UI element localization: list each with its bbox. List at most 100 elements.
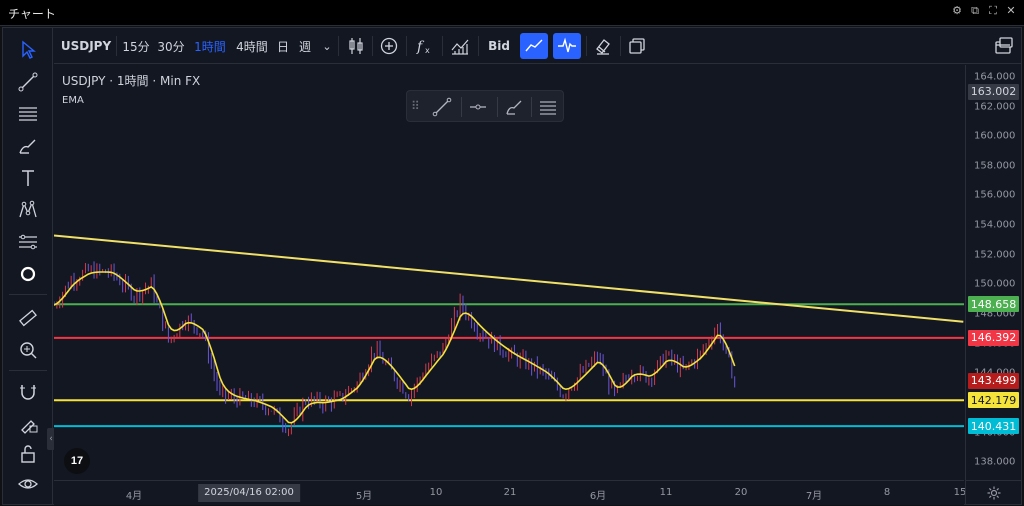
trendline[interactable] <box>54 234 964 323</box>
interval-day[interactable]: 日 <box>276 39 289 54</box>
prediction-tool-icon[interactable] <box>12 228 44 256</box>
chart-legend: USDJPY · 1時間 · Min FX <box>62 74 201 88</box>
candles-icon[interactable] <box>342 33 370 59</box>
interval-15m[interactable]: 15分 <box>122 39 150 54</box>
price-tick-label: 148.000 <box>974 308 1016 320</box>
toolbar-divider <box>116 36 117 56</box>
price-tick-label: 154.000 <box>974 219 1016 231</box>
zoom-icon[interactable] <box>12 336 44 364</box>
price-tick-label: 150.000 <box>974 278 1016 290</box>
line-tool-active-icon[interactable] <box>520 33 548 59</box>
svg-text:f: f <box>416 39 425 55</box>
interval-1h[interactable]: 1時間 <box>194 39 226 54</box>
price-tick-label: 162.000 <box>974 101 1016 112</box>
trendline-tool-icon[interactable] <box>12 68 44 96</box>
floating-drawing-toolbar: ⠿ <box>406 90 564 122</box>
toolbar-divider <box>372 36 373 56</box>
brush-icon[interactable] <box>501 94 527 120</box>
time-tick-label: 20 <box>734 487 748 498</box>
chart-area[interactable]: USDJPY · 1時間 · Min FX EMA ⠿ 17 <box>54 65 964 480</box>
price-tick-label: 160.000 <box>974 130 1016 142</box>
toolbar-divider <box>461 97 462 117</box>
magnet-icon[interactable] <box>12 378 44 406</box>
trendline-icon[interactable] <box>429 94 455 120</box>
time-tick-label: 5月 <box>355 491 373 502</box>
toolbar-divider <box>620 36 621 56</box>
gear-icon[interactable] <box>987 486 1001 500</box>
price-tick-label: 152.000 <box>974 249 1016 261</box>
interval-30m[interactable]: 30分 <box>157 39 185 54</box>
bid-ask-toggle[interactable]: Bid <box>488 39 510 53</box>
toolbar-divider <box>9 294 47 295</box>
toolbar-divider <box>9 370 47 371</box>
drag-handle-icon[interactable]: ⠿ <box>411 99 420 113</box>
ruler-tool-icon[interactable] <box>12 304 44 332</box>
lock-drawing-icon[interactable] <box>12 410 44 438</box>
pulse-tool-active-icon[interactable] <box>553 33 581 59</box>
svg-text:x: x <box>425 46 430 55</box>
price-axis[interactable]: 164.000 162.000 160.000 158.000 156.000 154.0… <box>965 65 1021 480</box>
text-tool-icon[interactable] <box>12 164 44 192</box>
collapse-toolbar-handle[interactable]: ‹ <box>47 428 55 450</box>
fib-retracement-icon[interactable] <box>535 94 561 120</box>
toolbar-divider <box>586 36 587 56</box>
symbol-search[interactable]: USDJPY <box>60 39 112 53</box>
price-tick-label: 156.000 <box>974 189 1016 201</box>
ema-line <box>54 271 736 424</box>
time-axis[interactable]: 15 8 7月 20 11 6月 21 10 5月 4月 2025/04/16 02:00 <box>54 480 967 505</box>
level-price-badge-yellow: 142.179 <box>968 392 1019 409</box>
time-tick-label: 8 <box>883 487 891 498</box>
popout-icon[interactable]: ⧉ <box>971 4 979 17</box>
copy-icon[interactable] <box>623 33 651 59</box>
time-tick-label: 21 <box>503 487 517 498</box>
templates-icon[interactable] <box>446 33 474 59</box>
interval-week[interactable]: 週 <box>298 39 311 54</box>
tradingview-logo[interactable]: 17 <box>64 448 90 474</box>
layout-icon[interactable] <box>990 32 1018 60</box>
time-tick-label: 11 <box>659 487 673 498</box>
fib-tool-icon[interactable] <box>12 100 44 128</box>
time-tick-label: 15 <box>953 487 967 498</box>
crosshair-price-label: 163.002 <box>968 83 1019 100</box>
chevron-down-icon[interactable]: ⌄ <box>322 39 332 53</box>
window-controls: ⚙ ⧉ ⛶ ✕ <box>950 4 1018 18</box>
level-price-badge-cyan: 140.431 <box>968 418 1019 435</box>
window-title: チャート <box>8 7 56 21</box>
maximize-icon[interactable]: ⛶ <box>989 4 997 17</box>
toolbar-divider <box>442 36 443 56</box>
toolbar-divider <box>478 36 479 56</box>
eraser-icon[interactable] <box>589 33 617 59</box>
interval-4h[interactable]: 4時間 <box>236 39 268 54</box>
settings-icon[interactable]: ⚙ <box>952 4 962 17</box>
price-tick-label: 138.000 <box>974 456 1016 468</box>
compare-add-icon[interactable] <box>375 33 403 59</box>
last-price-badge: 143.499 <box>968 372 1019 389</box>
axis-settings[interactable] <box>965 480 1021 505</box>
toolbar-divider <box>531 97 532 117</box>
circle-tool-icon[interactable] <box>12 260 44 288</box>
crosshair-time-label: 2025/04/16 02:00 <box>198 484 300 502</box>
time-tick-label: 7月 <box>805 491 823 502</box>
time-tick-label: 10 <box>429 487 443 498</box>
price-tick-label: 158.000 <box>974 160 1016 172</box>
indicator-legend-ema[interactable]: EMA <box>62 95 84 106</box>
time-tick-label: 6月 <box>589 491 607 502</box>
time-tick-label: 4月 <box>125 491 143 502</box>
level-price-badge-red: 146.392 <box>968 329 1019 346</box>
unlock-icon[interactable] <box>12 440 44 468</box>
eye-icon[interactable] <box>12 470 44 498</box>
price-chart-svg[interactable] <box>54 65 964 480</box>
horizontal-line-icon[interactable] <box>465 94 491 120</box>
toolbar-divider <box>497 97 498 117</box>
toolbar-divider <box>406 36 407 56</box>
pattern-tool-icon[interactable] <box>12 196 44 224</box>
price-tick-label: 164.000 <box>974 71 1016 83</box>
close-icon[interactable]: ✕ <box>1006 4 1016 17</box>
level-price-badge-green: 148.658 <box>968 296 1019 313</box>
drawing-toolbar: ‹ <box>3 28 55 504</box>
cursor-tool-icon[interactable] <box>12 36 44 64</box>
brush-tool-icon[interactable] <box>12 132 44 160</box>
